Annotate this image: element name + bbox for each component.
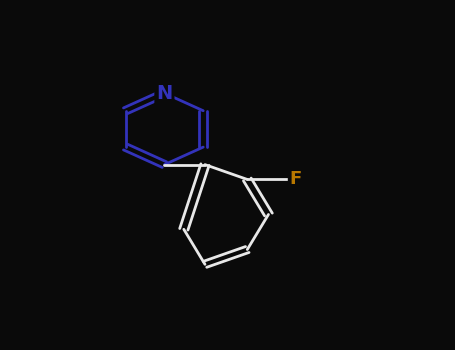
Text: F: F xyxy=(290,170,302,188)
Text: N: N xyxy=(157,84,172,103)
